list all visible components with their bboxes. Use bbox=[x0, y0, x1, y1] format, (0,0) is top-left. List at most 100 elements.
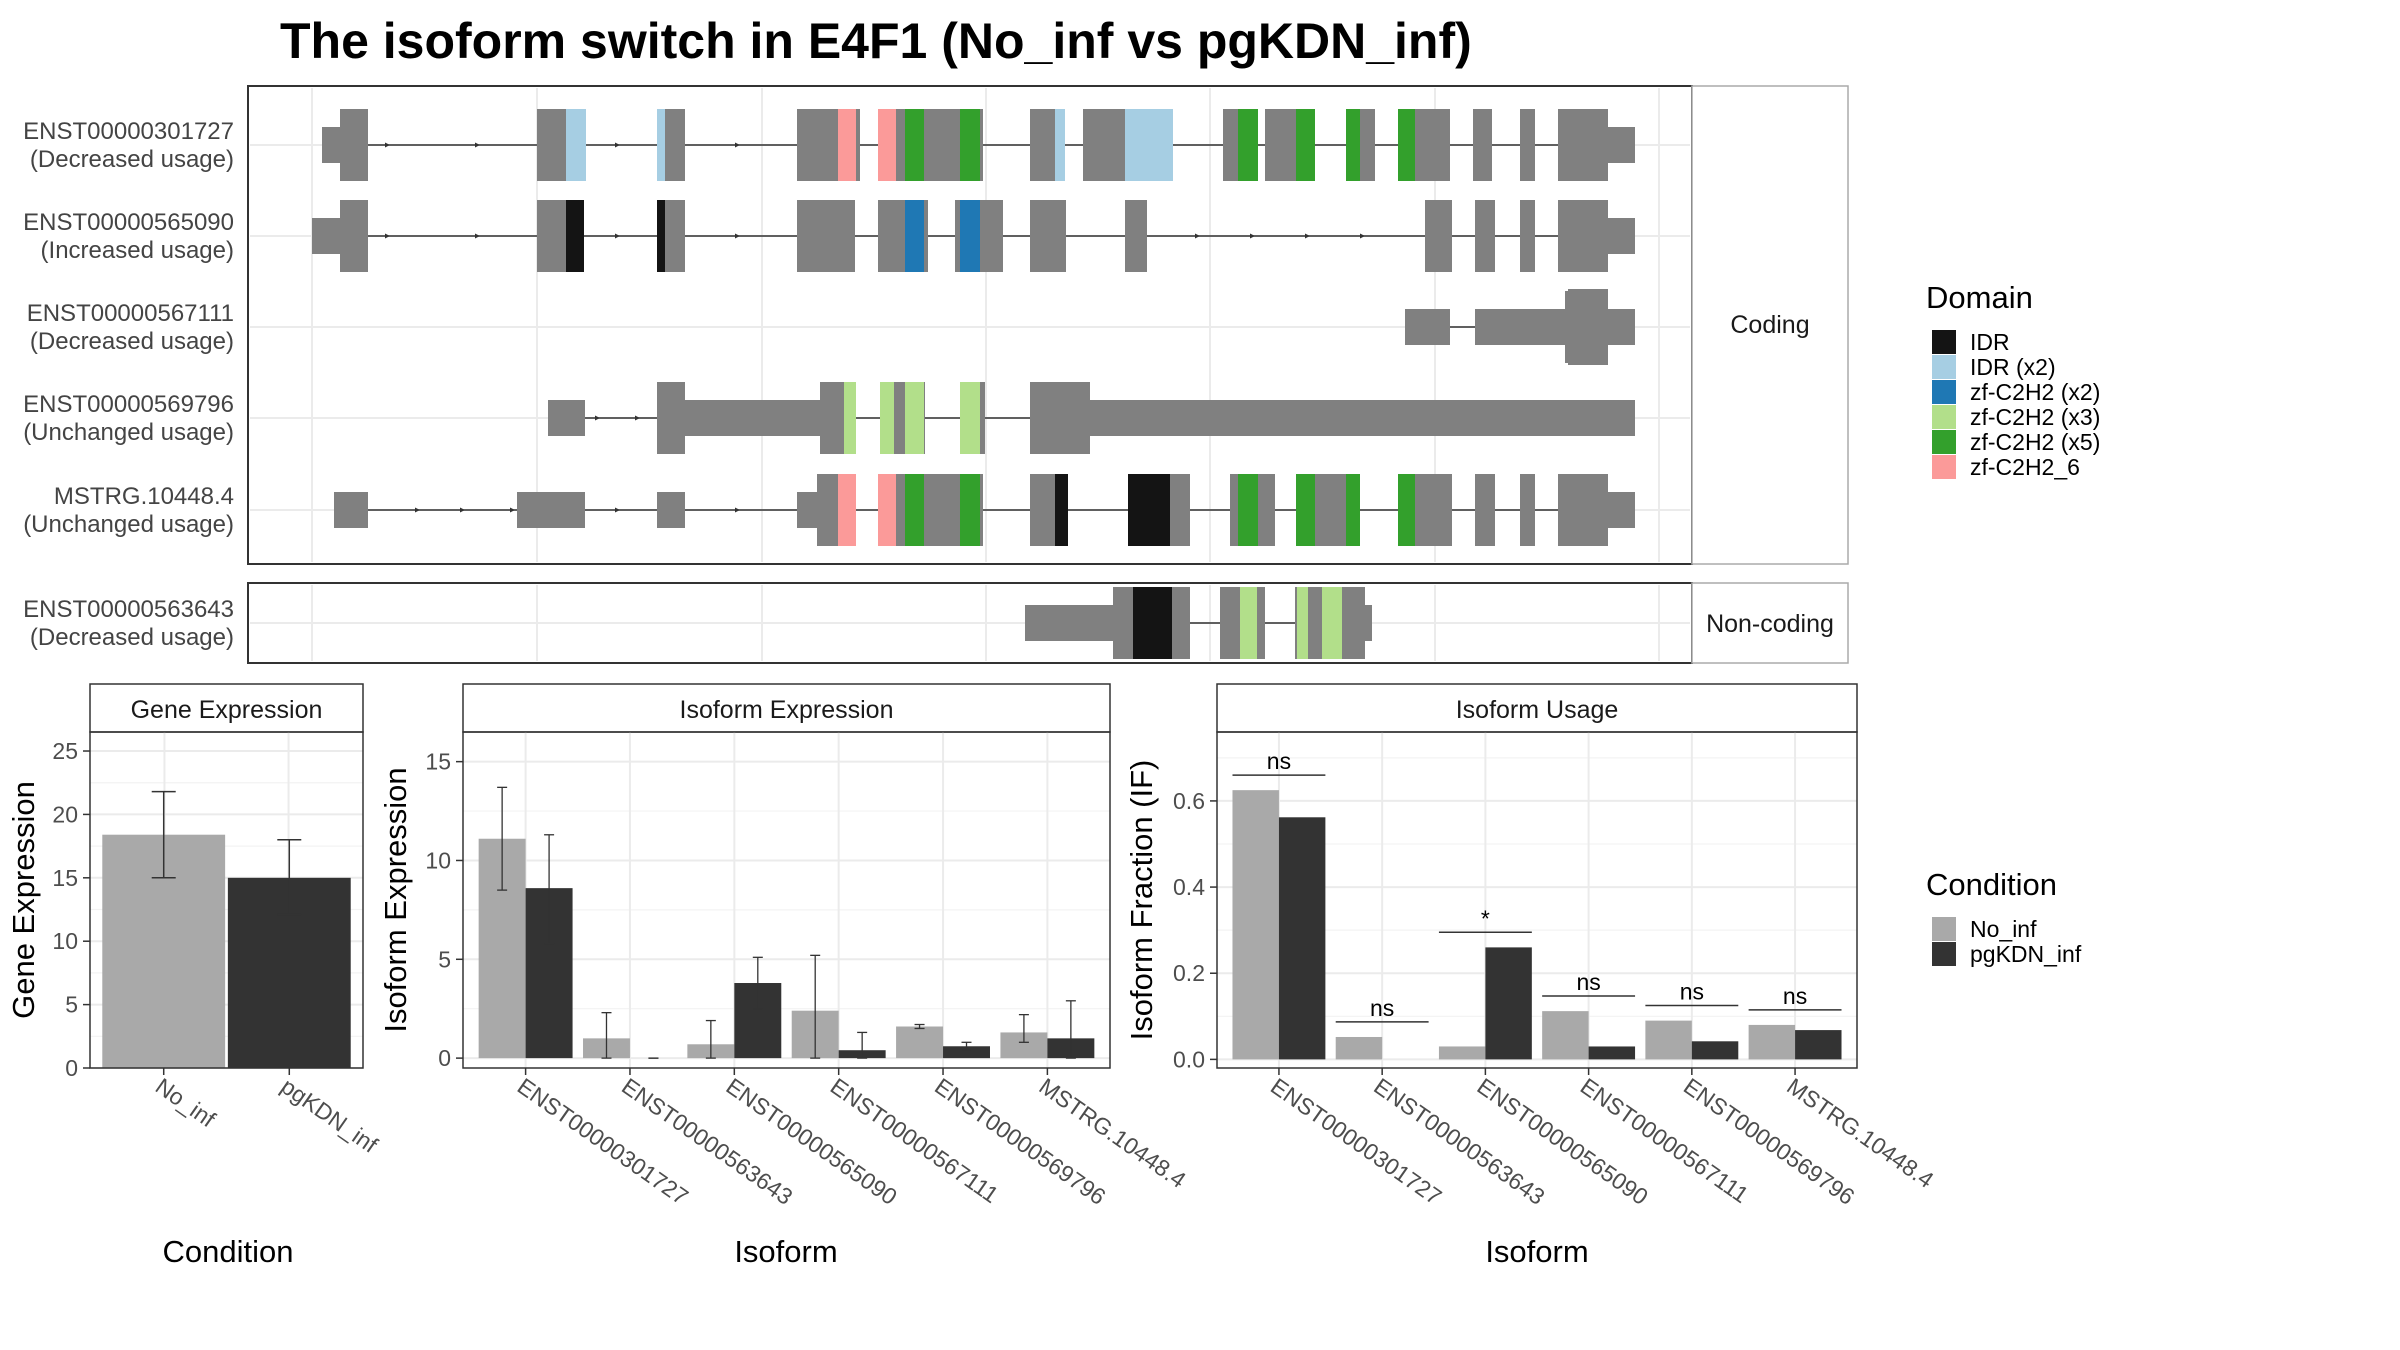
protein-domain bbox=[960, 474, 980, 546]
domain-legend-swatch bbox=[1932, 330, 1956, 354]
significance-label: ns bbox=[1783, 983, 1807, 1009]
coding-exon bbox=[1030, 200, 1066, 272]
protein-domain bbox=[960, 382, 980, 454]
y-tick-label: 20 bbox=[52, 801, 78, 827]
protein-domain bbox=[844, 382, 856, 454]
bar bbox=[1542, 1011, 1589, 1060]
utr-segment bbox=[1025, 605, 1113, 641]
bar-chart-panel: Isoform Usage ns ns * ns ns ns 0.0 0.2 0.4 0.6 ENST… bbox=[1124, 683, 1939, 1269]
domain-legend-label: zf-C2H2 (x3) bbox=[1970, 404, 2100, 430]
domain-legend-swatch bbox=[1932, 380, 1956, 404]
bar-chart-panel: Isoform Expression051015ENST00000301727E… bbox=[378, 683, 1191, 1269]
x-tick-label: ENST00000565090 bbox=[721, 1073, 901, 1210]
protein-domain bbox=[1346, 109, 1360, 181]
protein-domain bbox=[1398, 474, 1415, 546]
coding-exon bbox=[1568, 289, 1608, 365]
x-tick-label: ENST00000565090 bbox=[1473, 1073, 1653, 1210]
transcript-row bbox=[1405, 289, 1635, 365]
coding-exon bbox=[1475, 474, 1495, 546]
bar bbox=[1588, 1046, 1636, 1060]
coding-facet-label: Coding bbox=[1730, 311, 1809, 339]
protein-domain bbox=[960, 109, 980, 181]
coding-exon bbox=[537, 109, 566, 181]
protein-domain bbox=[960, 200, 980, 272]
utr-segment bbox=[1405, 309, 1450, 345]
y-tick-label: 5 bbox=[65, 992, 78, 1018]
direction-arrow bbox=[1360, 233, 1365, 239]
coding-exon bbox=[1473, 109, 1492, 181]
x-tick-label: ENST00000567111 bbox=[826, 1073, 1004, 1208]
x-axis-title: Isoform bbox=[734, 1234, 837, 1269]
utr-segment bbox=[334, 492, 368, 528]
coding-exon bbox=[820, 382, 845, 454]
domain-legend-swatch bbox=[1932, 355, 1956, 379]
bar-charts: Gene Expression 0 5 10 15 20 25 No_inf pgKDN_inf… bbox=[6, 683, 1939, 1269]
coding-exon bbox=[1030, 109, 1058, 181]
y-tick-label: 10 bbox=[52, 928, 78, 954]
direction-arrow bbox=[1305, 233, 1310, 239]
coding-exon bbox=[1558, 200, 1608, 272]
direction-arrow bbox=[595, 415, 600, 421]
domain-legend-swatch bbox=[1932, 405, 1956, 429]
y-tick-label: 0 bbox=[438, 1045, 451, 1071]
domain-legend-label: zf-C2H2 (x2) bbox=[1970, 379, 2100, 405]
utr-segment bbox=[1365, 605, 1372, 641]
x-tick-label: ENST00000301727 bbox=[513, 1073, 693, 1210]
protein-domain bbox=[905, 474, 924, 546]
direction-arrow bbox=[615, 142, 620, 148]
protein-domain bbox=[1322, 587, 1342, 659]
protein-domain bbox=[905, 109, 924, 181]
y-axis-title: Isoform Fraction (IF) bbox=[1124, 760, 1159, 1041]
protein-domain bbox=[1296, 474, 1315, 546]
protein-domain bbox=[1128, 474, 1170, 546]
facet-strip-title: Isoform Usage bbox=[1456, 696, 1619, 724]
transcript-row bbox=[548, 382, 1635, 454]
direction-arrow bbox=[475, 142, 480, 148]
protein-domain bbox=[566, 200, 584, 272]
significance-label: ns bbox=[1576, 969, 1600, 995]
utr-segment bbox=[517, 492, 585, 528]
transcript-structure-panel: Coding Non-coding ENST00000301727(Decrea… bbox=[23, 85, 1849, 664]
coding-exon bbox=[1030, 382, 1090, 454]
coding-exon bbox=[1083, 109, 1125, 181]
y-tick-label: 10 bbox=[425, 847, 451, 873]
transcript-row bbox=[1025, 587, 1372, 659]
protein-domain bbox=[1238, 474, 1258, 546]
y-tick-label: 15 bbox=[425, 749, 451, 775]
y-tick-label: 0.0 bbox=[1173, 1046, 1205, 1072]
direction-arrow bbox=[415, 507, 420, 513]
utr-segment bbox=[1608, 309, 1635, 345]
transcript-row bbox=[312, 200, 1635, 272]
protein-domain bbox=[1133, 587, 1172, 659]
domain-legend-swatch bbox=[1932, 430, 1956, 454]
x-tick-label: ENST00000301727 bbox=[1266, 1073, 1446, 1210]
bar bbox=[943, 1046, 990, 1059]
coding-exon bbox=[1475, 200, 1495, 272]
y-tick-label: 15 bbox=[52, 865, 78, 891]
protein-domain bbox=[878, 474, 896, 546]
isoform-usage-label: (Unchanged usage) bbox=[23, 419, 234, 446]
protein-domain bbox=[878, 109, 896, 181]
facet-strip bbox=[1216, 683, 1858, 733]
coding-exon bbox=[340, 200, 368, 272]
y-tick-label: 0.4 bbox=[1173, 874, 1205, 900]
protein-domain bbox=[657, 109, 665, 181]
direction-arrow bbox=[385, 233, 390, 239]
coding-exon bbox=[657, 382, 685, 454]
significance-label: * bbox=[1481, 905, 1490, 931]
direction-arrow bbox=[735, 507, 740, 513]
protein-domain bbox=[1296, 109, 1315, 181]
plot-border bbox=[89, 731, 364, 1069]
noncoding-facet-strip bbox=[1691, 582, 1849, 664]
isoform-usage-label: (Decreased usage) bbox=[30, 624, 234, 651]
bar bbox=[896, 1026, 944, 1059]
condition-legend-swatch bbox=[1932, 917, 1956, 941]
x-axis-title: Condition bbox=[163, 1234, 294, 1269]
plot-border bbox=[462, 731, 1111, 1069]
utr-segment bbox=[1608, 492, 1635, 528]
protein-domain bbox=[657, 200, 665, 272]
facet-strip bbox=[462, 683, 1111, 733]
y-tick-label: 5 bbox=[438, 946, 451, 972]
